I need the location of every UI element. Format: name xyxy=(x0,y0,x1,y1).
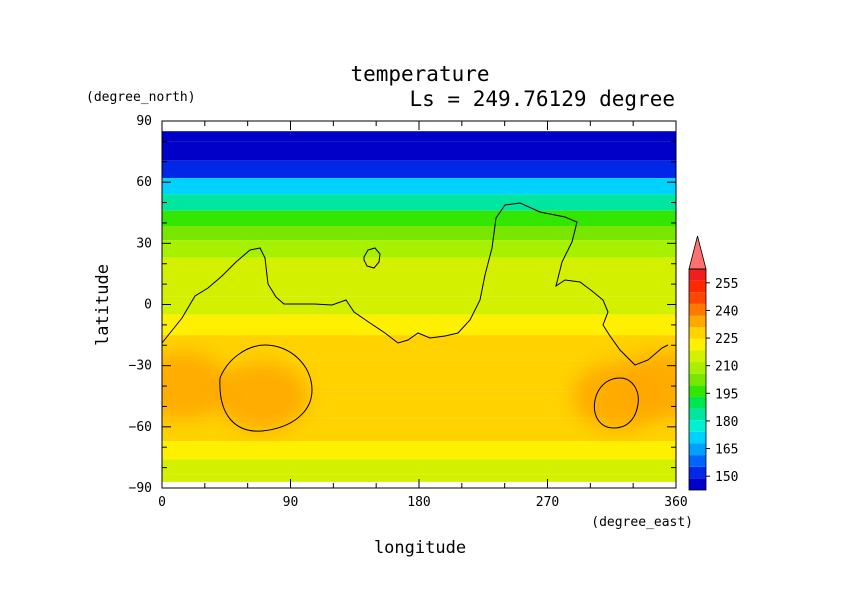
chart-subtitle: Ls = 249.76129 degree xyxy=(409,87,675,111)
contour-northern xyxy=(162,202,669,366)
temperature-band xyxy=(162,474,676,482)
temperature-band xyxy=(162,131,676,142)
warm-region xyxy=(162,352,230,421)
temperature-band xyxy=(162,240,676,258)
y-tick-label: −60 xyxy=(129,420,152,435)
colorbar-extend-arrow xyxy=(688,235,707,270)
colorbar-segment xyxy=(689,269,706,281)
colorbar-segment xyxy=(689,408,706,421)
temperature-band xyxy=(162,314,676,336)
colorbar-segment xyxy=(689,396,706,409)
colorbar-segment xyxy=(689,373,706,386)
colorbar-label: 210 xyxy=(715,360,738,375)
temperature-band xyxy=(162,418,676,442)
warm-regions xyxy=(162,352,676,431)
colorbar-label: 150 xyxy=(715,470,738,485)
colorbar-segment xyxy=(689,338,706,351)
y-tick-label: −90 xyxy=(129,481,152,496)
temperature-band xyxy=(162,178,676,195)
chart-title: temperature xyxy=(350,62,489,86)
colorbar-segment xyxy=(689,315,706,328)
x-unit-label: (degree_east) xyxy=(591,515,693,530)
temperature-band xyxy=(162,210,676,227)
y-axis-label: latitude xyxy=(93,264,113,346)
colorbar-segment xyxy=(689,478,706,490)
temperature-band xyxy=(162,296,676,315)
temperature-band xyxy=(162,459,676,475)
colorbar-label: 195 xyxy=(715,387,738,402)
temperature-band xyxy=(162,257,676,278)
colorbar-segment xyxy=(689,327,706,339)
temperature-band xyxy=(162,194,676,211)
colorbar-frame xyxy=(688,268,707,491)
colorbar-segment xyxy=(689,455,706,467)
warm-region xyxy=(215,362,308,431)
x-ticks: 0 90 180 270 360 xyxy=(158,121,688,510)
y-tick-label: 60 xyxy=(136,175,152,190)
colorbar-label: 240 xyxy=(715,304,738,319)
y-tick-label: 30 xyxy=(136,236,152,251)
colorbar-label: 225 xyxy=(715,332,738,347)
colorbar-segment xyxy=(689,443,706,456)
y-unit-label: (degree_north) xyxy=(86,90,196,105)
y-tick-label: −30 xyxy=(129,359,152,374)
colorbar-segment xyxy=(689,350,706,363)
colorbar-segment xyxy=(689,420,706,432)
contour-lines xyxy=(162,202,669,432)
colorbar-segment xyxy=(689,385,706,397)
contour-loop-south-east xyxy=(593,377,639,429)
contour-loop-south-west xyxy=(219,344,313,432)
x-tick-label: 90 xyxy=(283,495,299,510)
x-axis-label: longitude xyxy=(374,538,466,558)
colorbar-label: 255 xyxy=(715,277,738,292)
y-ticks: 90 60 30 0 −30 −60 −90 xyxy=(129,114,676,496)
temperature-band xyxy=(162,335,676,361)
temperature-field xyxy=(162,131,676,482)
colorbar-segment xyxy=(689,280,706,293)
temperature-band xyxy=(162,141,676,161)
y-tick-label: 0 xyxy=(144,298,152,313)
x-tick-label: 0 xyxy=(158,495,166,510)
colorbar-label: 165 xyxy=(715,443,738,458)
colorbar-segment xyxy=(689,466,706,479)
x-tick-label: 180 xyxy=(407,495,430,510)
colorbar: 150 165 180 195 210 225 240 255 xyxy=(688,235,738,491)
colorbar-segment xyxy=(689,292,706,304)
temperature-band xyxy=(162,160,676,179)
x-tick-label: 360 xyxy=(664,495,687,510)
colorbar-label: 180 xyxy=(715,415,738,430)
colorbar-segment xyxy=(689,431,706,444)
contour-island-north xyxy=(363,247,381,269)
temperature-band xyxy=(162,226,676,241)
colorbar-segment xyxy=(689,362,706,374)
warm-region xyxy=(615,352,676,421)
colorbar-segment xyxy=(689,303,706,316)
temperature-band xyxy=(162,277,676,297)
x-tick-label: 270 xyxy=(536,495,559,510)
axes-frame: 0 90 180 270 360 90 60 30 0 −30 −60 −90 xyxy=(129,114,688,510)
y-tick-label: 90 xyxy=(136,114,152,129)
temperature-band xyxy=(162,441,676,460)
